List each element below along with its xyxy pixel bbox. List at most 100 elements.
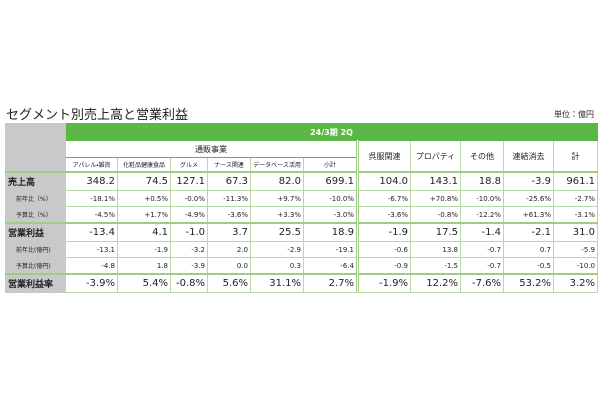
column-header: プロパティ <box>410 140 461 173</box>
cell: -19.1 <box>303 241 358 258</box>
row-label: 予算比(億円) <box>5 257 66 275</box>
row-label: 営業利益 <box>5 222 66 242</box>
column-header: 化粧品健康食品 <box>117 157 171 173</box>
column-header: データベース活用 <box>250 157 304 173</box>
corner-cell <box>5 123 66 173</box>
cell: 143.1 <box>410 171 461 191</box>
column-header: グルメ <box>170 157 208 173</box>
cell: -1.4 <box>460 222 504 242</box>
cell: 18.9 <box>303 222 358 242</box>
cell: 2.0 <box>207 241 251 258</box>
cell: -4.8 <box>65 257 118 275</box>
cell: -3.1% <box>553 206 598 224</box>
cell: 82.0 <box>250 171 304 191</box>
cell: 0.7 <box>503 241 554 258</box>
cell: -0.7 <box>460 241 504 258</box>
column-header: 小計 <box>303 157 358 173</box>
row-label: 売上高 <box>5 171 66 191</box>
cell: -1.9% <box>356 273 411 293</box>
cell: 5.6% <box>207 273 251 293</box>
segment-table: 24/3期 2Q 通販事業 呉服関連 プロパティ その他 連結消去計アパレル・雑貨 化粧品健… <box>5 123 598 293</box>
column-header: ナース関連 <box>207 157 251 173</box>
cell: -3.0% <box>303 206 358 224</box>
table-row: 予算比（%） -4.5% +1.7% -4.9% -3.6% +3.3% -3.0% -3.6… <box>5 206 598 224</box>
row-label: 営業利益率 <box>5 273 66 293</box>
cell: -5.9 <box>553 241 598 258</box>
cell: +9.7% <box>250 190 304 207</box>
cell: -0.7 <box>460 257 504 275</box>
cell: -3.9% <box>65 273 118 293</box>
cell: -2.7% <box>553 190 598 207</box>
cell: -1.0 <box>170 222 208 242</box>
unit: 単位：億円 <box>554 110 594 119</box>
cell: -3.9 <box>170 257 208 275</box>
cell: -7.6% <box>460 273 504 293</box>
column-header: 計 <box>553 140 598 173</box>
cell: -0.8% <box>170 273 208 293</box>
cell: -3.6% <box>356 206 411 224</box>
cell: -3.9 <box>503 171 554 191</box>
cell: -0.6 <box>356 241 411 258</box>
cell: +3.3% <box>250 206 304 224</box>
cell: 348.2 <box>65 171 118 191</box>
cell: -1.5 <box>410 257 461 275</box>
cell: -0.8% <box>410 206 461 224</box>
cell: -25.6% <box>503 190 554 207</box>
cell: -13.1 <box>65 241 118 258</box>
table-row: 前年比(億円) -13.1 -1.9 -3.2 2.0 -2.9 -19.1 -0.6 13.8… <box>5 241 598 258</box>
cell: 31.1% <box>250 273 304 293</box>
table-row: 予算比(億円) -4.8 1.8 -3.9 0.0 0.3 -6.4 -0.9 -1.5 -0.7… <box>5 257 598 275</box>
cell: -18.1% <box>65 190 118 207</box>
cell: -0.0% <box>170 190 208 207</box>
title: セグメント別売上高と営業利益 <box>6 108 189 123</box>
header-row: 24/3期 2Q <box>5 123 598 173</box>
cell: -10.0% <box>303 190 358 207</box>
cell: -11.3% <box>207 190 251 207</box>
cell: -6.4 <box>303 257 358 275</box>
column-header: 連結消去 <box>503 140 554 173</box>
cell: 25.5 <box>250 222 304 242</box>
column-header: その他 <box>460 140 504 173</box>
row-label: 前年比(億円) <box>5 241 66 258</box>
cell: -10.0% <box>460 190 504 207</box>
cell: 1.8 <box>117 257 171 275</box>
header-row: 通販事業 呉服関連 プロパティ その他 連結消去計 <box>6 140 598 173</box>
cell: 17.5 <box>410 222 461 242</box>
cell: +70.8% <box>410 190 461 207</box>
cell: 5.4% <box>117 273 171 293</box>
row-label: 前年比（%） <box>5 190 66 207</box>
cell: 127.1 <box>170 171 208 191</box>
cell: -13.4 <box>65 222 118 242</box>
cell: 12.2% <box>410 273 461 293</box>
cell: -3.2 <box>170 241 208 258</box>
cell: 3.7 <box>207 222 251 242</box>
cell: 104.0 <box>356 171 411 191</box>
cell: -1.9 <box>356 222 411 242</box>
table-row: 営業利益率 -3.9% 5.4% -0.8% 5.6% 31.1% 2.7% -1.9% 12.… <box>5 273 598 293</box>
cell: 31.0 <box>553 222 598 242</box>
cell: 18.8 <box>460 171 504 191</box>
cell: 0.0 <box>207 257 251 275</box>
cell: 13.8 <box>410 241 461 258</box>
cell: -0.5 <box>503 257 554 275</box>
cell: 53.2% <box>503 273 554 293</box>
group-header: 通販事業 <box>65 140 358 158</box>
period-header: 24/3期 2Q <box>65 123 598 141</box>
cell: -4.5% <box>65 206 118 224</box>
cell: -4.9% <box>170 206 208 224</box>
cell: -10.0 <box>553 257 598 275</box>
cell: -6.7% <box>356 190 411 207</box>
cell: -0.9 <box>356 257 411 275</box>
table-row: 営業利益 -13.4 4.1 -1.0 3.7 25.5 18.9 -1.9 17.5 -1.4-… <box>5 222 598 242</box>
cell: +61.3% <box>503 206 554 224</box>
row-label: 予算比（%） <box>5 206 66 224</box>
cell: -2.9 <box>250 241 304 258</box>
cell: 67.3 <box>207 171 251 191</box>
cell: 699.1 <box>303 171 358 191</box>
cell: +1.7% <box>117 206 171 224</box>
column-header: アパレル・雑貨 <box>65 157 118 173</box>
column-header: 呉服関連 <box>356 140 411 173</box>
cell: -12.2% <box>460 206 504 224</box>
cell: 961.1 <box>553 171 598 191</box>
